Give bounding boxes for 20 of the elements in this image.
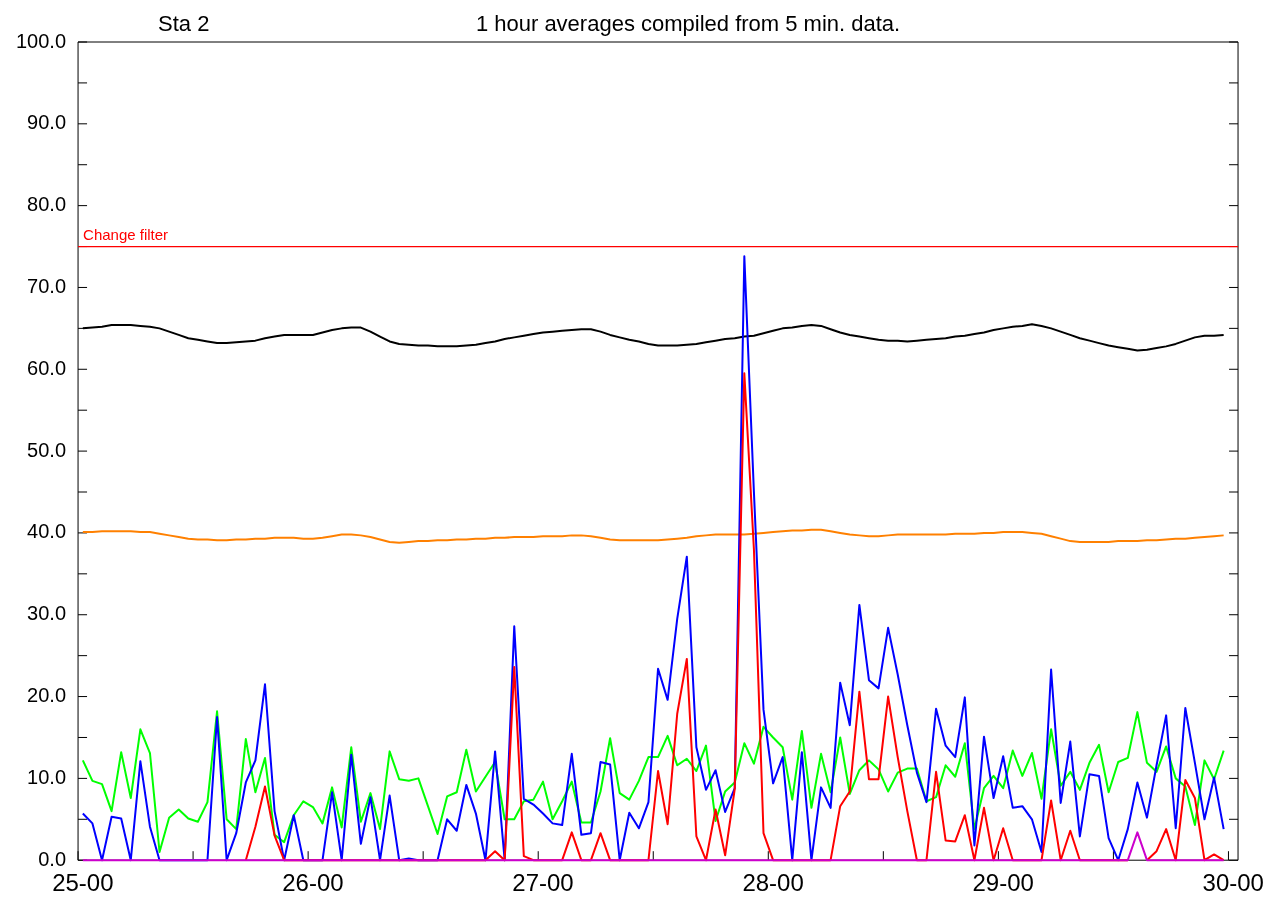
y-tick-label: 10.0 <box>27 765 67 788</box>
y-tick-label: 20.0 <box>27 684 67 707</box>
ref-line-label: Change filter <box>83 226 169 244</box>
x-tick-label: 25-00 <box>52 869 114 897</box>
x-tick-label: 28-00 <box>742 869 804 897</box>
y-tick-label: 60.0 <box>27 356 67 379</box>
y-tick-label: 0.0 <box>38 847 67 870</box>
y-tick-label: 100.0 <box>15 29 67 52</box>
chart-subtitle: 1 hour averages compiled from 5 min. data. <box>475 11 901 37</box>
x-tick-label: 29-00 <box>972 869 1034 897</box>
y-tick-label: 90.0 <box>27 111 67 134</box>
y-tick-label: 50.0 <box>27 438 67 461</box>
x-tick-label: 26-00 <box>282 869 344 897</box>
y-tick-label: 70.0 <box>27 274 67 297</box>
y-tick-label: 40.0 <box>27 520 67 543</box>
x-tick-label: 27-00 <box>512 869 574 897</box>
y-tick-label: 30.0 <box>27 602 67 625</box>
chart-title: Sta 2 <box>158 11 210 37</box>
x-tick-label: 30-00 <box>1202 869 1264 897</box>
y-tick-label: 80.0 <box>27 193 67 216</box>
